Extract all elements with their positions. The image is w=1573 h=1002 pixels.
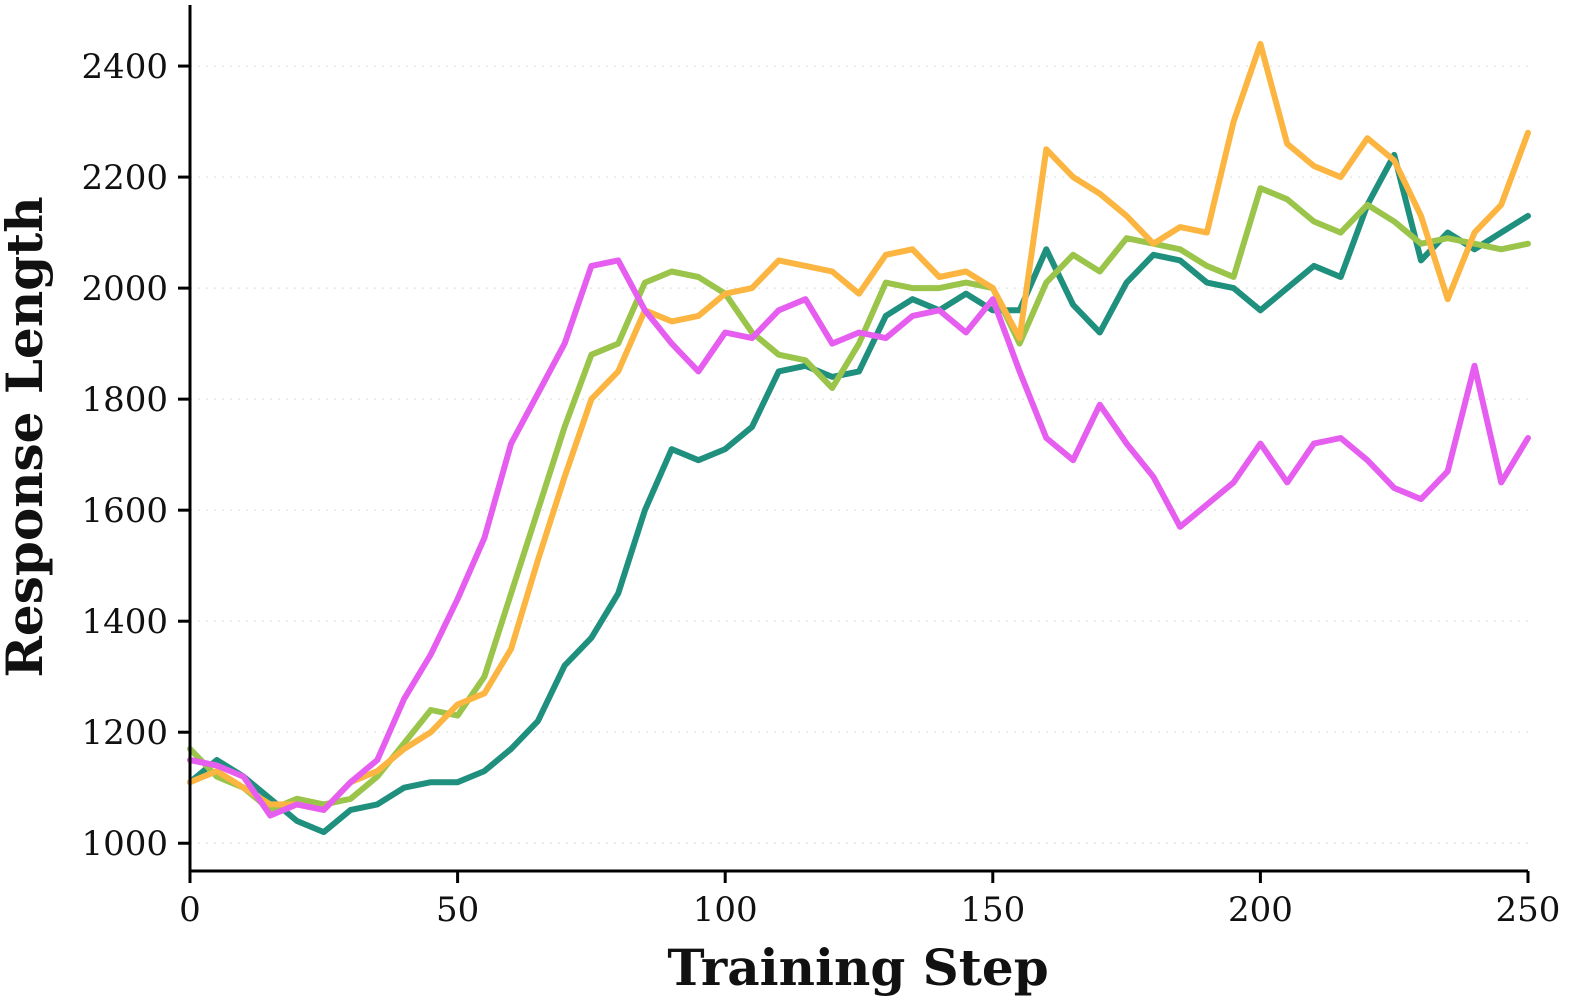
y-tick-label: 2400 bbox=[81, 47, 168, 87]
y-tick-label: 1000 bbox=[81, 824, 168, 864]
y-tick-label: 1200 bbox=[81, 713, 168, 753]
x-tick-label: 150 bbox=[960, 890, 1025, 930]
series-line-1 bbox=[187, 151, 1531, 836]
y-tick-label: 1800 bbox=[81, 380, 168, 420]
axes bbox=[178, 5, 1530, 883]
x-axis-title: Training Step bbox=[667, 938, 1048, 997]
x-tick-label: 0 bbox=[179, 890, 201, 930]
x-tick-label: 250 bbox=[1496, 890, 1561, 930]
series-lines bbox=[187, 40, 1531, 836]
y-tick-label: 1400 bbox=[81, 602, 168, 642]
tick-labels: 1000 1200 1400 1600 1800 2000 2200 2400 0 50 100 15… bbox=[81, 47, 1560, 930]
series-line-2 bbox=[187, 185, 1531, 813]
y-axis-title: Response Length bbox=[0, 196, 54, 677]
y-tick-label: 2200 bbox=[81, 158, 168, 198]
x-tick-label: 200 bbox=[1228, 890, 1293, 930]
series-line-3 bbox=[187, 40, 1531, 813]
y-tick-label: 2000 bbox=[81, 269, 168, 309]
series-line-4 bbox=[187, 257, 1531, 819]
y-tick-label: 1600 bbox=[81, 491, 168, 531]
x-tick-label: 100 bbox=[693, 890, 758, 930]
x-tick-label: 50 bbox=[436, 890, 479, 930]
